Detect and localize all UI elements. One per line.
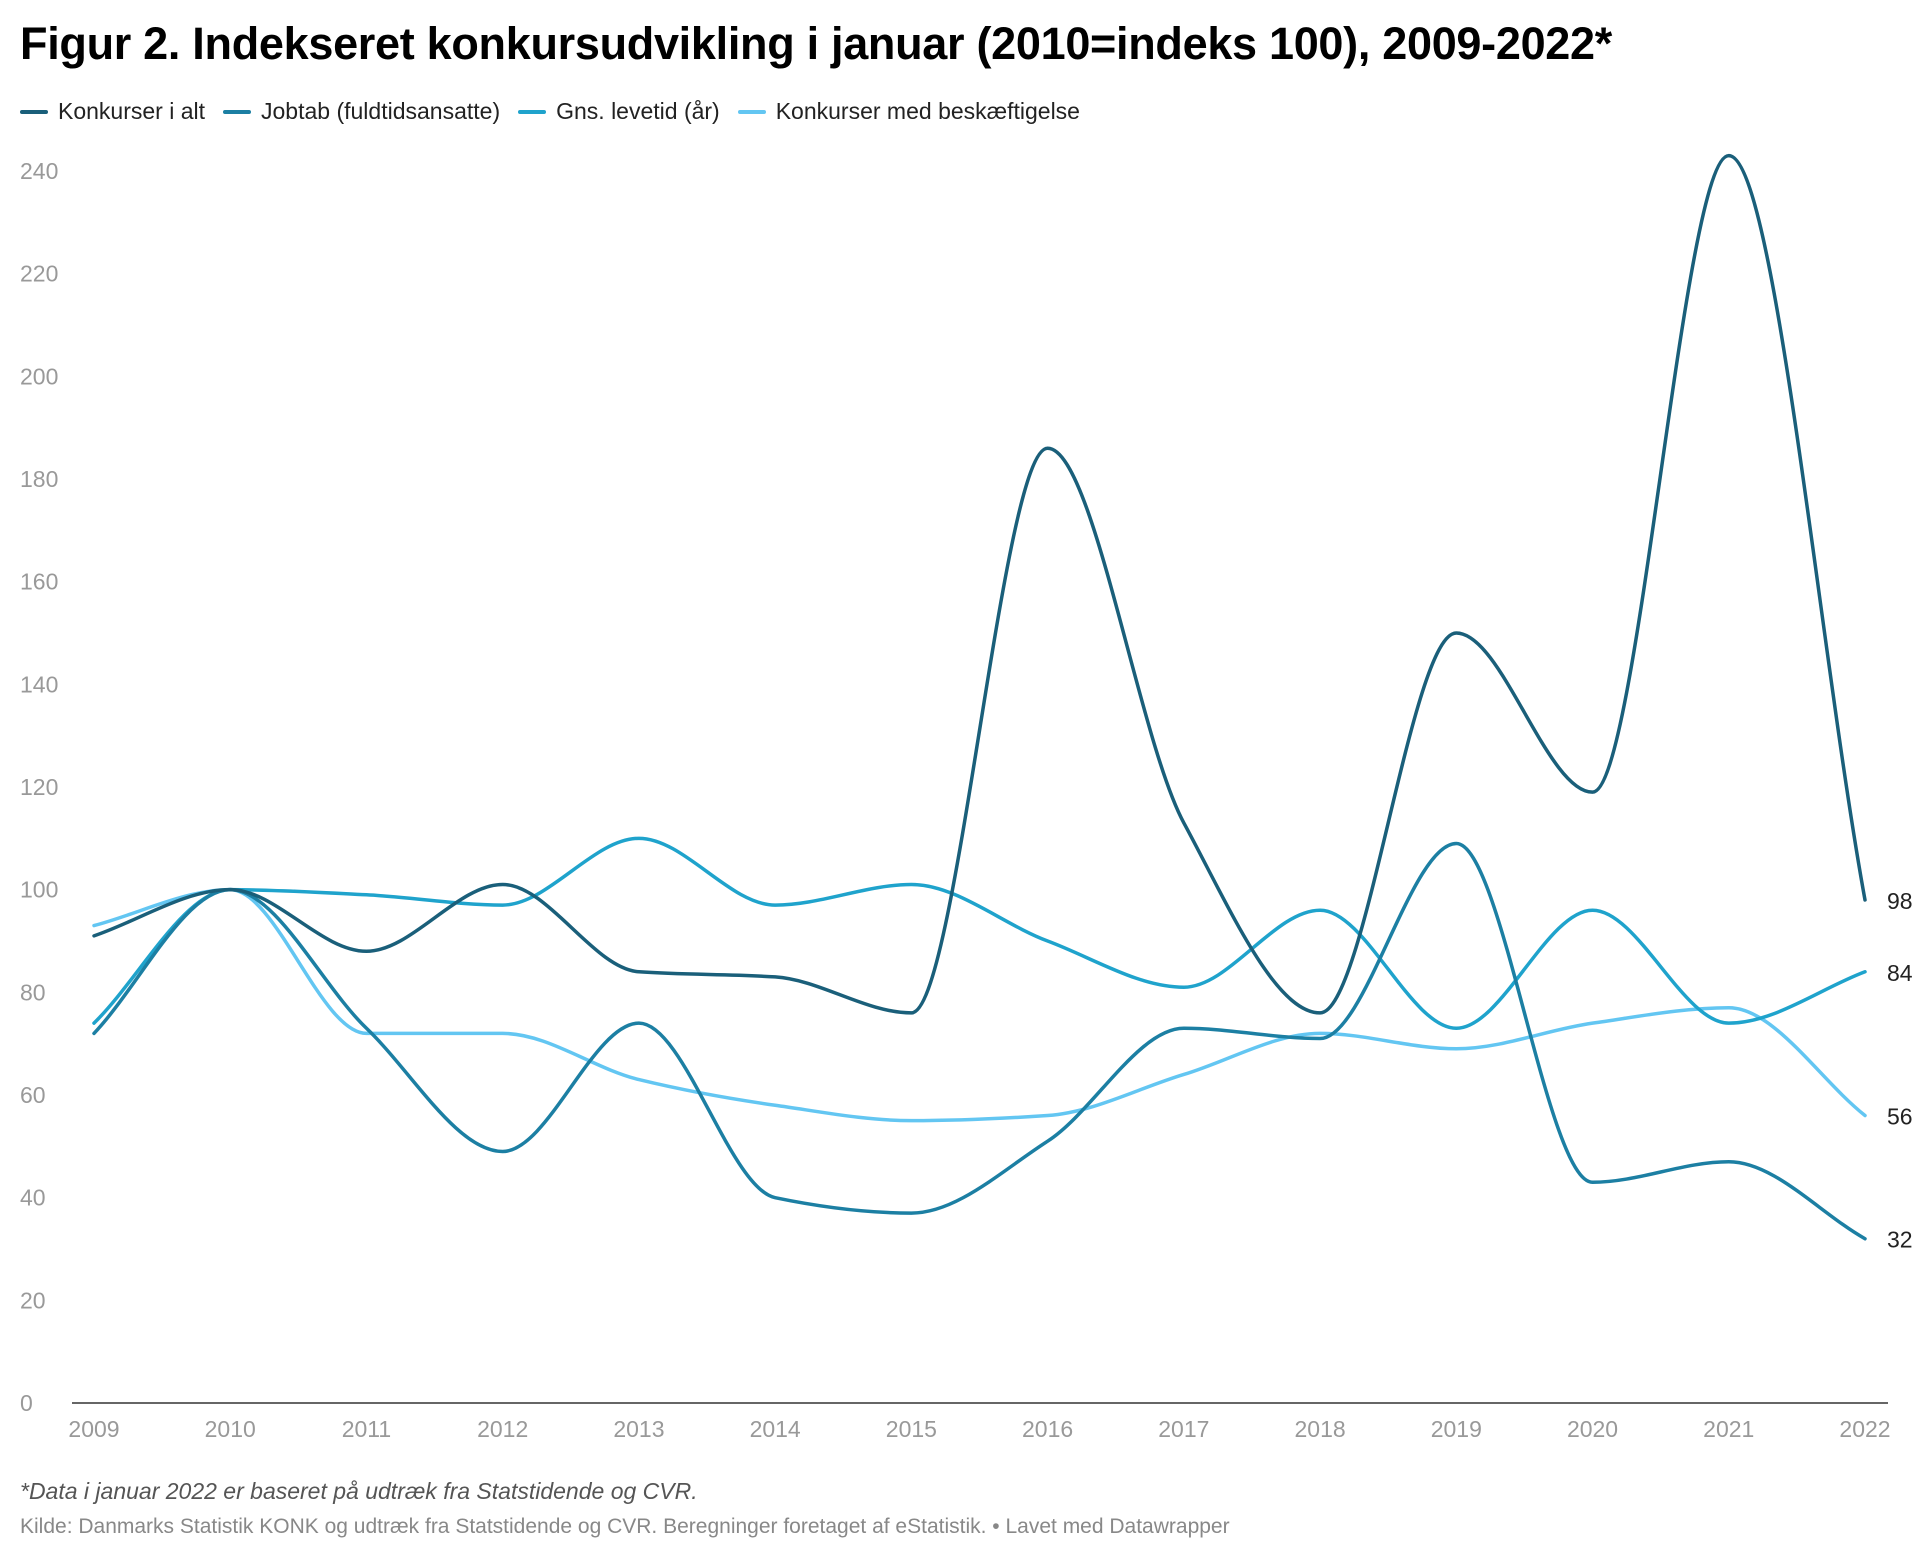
end-value-label: 32: [1887, 1227, 1913, 1253]
series-line: [92, 836, 1867, 1031]
series-line: [92, 887, 1867, 1123]
x-tick-label: 2021: [1703, 1416, 1754, 1442]
y-tick-label: 180: [20, 466, 58, 492]
y-tick-label: 220: [20, 261, 58, 287]
legend-label: Konkurser med beskæftigelse: [775, 98, 1080, 124]
legend-label: Konkurser i alt: [58, 98, 206, 124]
end-value-label: 84: [1887, 960, 1913, 986]
legend-swatch: [518, 109, 547, 114]
y-tick-label: 100: [20, 877, 58, 903]
series-line: [92, 153, 1867, 1015]
x-tick-label: 2019: [1431, 1416, 1482, 1442]
legend-item: Konkurser med beskæftigelse: [737, 98, 1080, 125]
legend: Konkurser i alt Jobtab (fuldtidsansatte) G…: [20, 98, 1098, 125]
y-tick-label: 140: [20, 671, 58, 697]
y-tick-label: 160: [20, 569, 58, 595]
legend-item: Gns. levetid (år): [518, 98, 720, 125]
source-note: Kilde: Danmarks Statistik KONK og udtræk…: [20, 1515, 1230, 1538]
legend-label: Gns. levetid (år): [556, 98, 720, 124]
y-tick-label: 60: [20, 1082, 46, 1108]
line-chart: 0 20 40 60 80 100 120 140 160 180 200 220 240 2009 201…: [20, 153, 1913, 1442]
x-tick-label: 2018: [1294, 1416, 1345, 1442]
y-tick-label: 0: [20, 1390, 33, 1416]
end-value-label: 56: [1887, 1104, 1913, 1130]
y-tick-label: 200: [20, 363, 58, 389]
legend-item: Konkurser i alt: [20, 98, 205, 125]
x-tick-label: 2016: [1022, 1416, 1073, 1442]
x-tick-label: 2022: [1839, 1416, 1890, 1442]
legend-swatch: [223, 109, 252, 114]
x-tick-label: 2010: [205, 1416, 256, 1442]
legend-swatch: [737, 109, 766, 114]
y-tick-label: 20: [20, 1287, 46, 1313]
end-value-label: 98: [1887, 888, 1913, 914]
x-tick-label: 2011: [342, 1416, 391, 1442]
x-tick-label: 2017: [1158, 1416, 1209, 1442]
y-tick-label: 40: [20, 1185, 46, 1211]
y-tick-label: 120: [20, 774, 58, 800]
x-tick-label: 2014: [750, 1416, 801, 1442]
series-line: [92, 841, 1867, 1241]
chart-title: Figur 2. Indekseret konkursudvikling i j…: [20, 18, 1612, 69]
legend-label: Jobtab (fuldtidsansatte): [261, 98, 501, 124]
x-tick-label: 2013: [613, 1416, 664, 1442]
legend-item: Jobtab (fuldtidsansatte): [223, 98, 500, 125]
x-tick-label: 2012: [477, 1416, 528, 1442]
x-tick-label: 2015: [886, 1416, 937, 1442]
y-tick-label: 240: [20, 158, 58, 184]
footnote: *Data i januar 2022 er baseret på udtræk…: [20, 1478, 698, 1504]
x-tick-label: 2020: [1567, 1416, 1618, 1442]
x-tick-label: 2009: [68, 1416, 119, 1442]
y-tick-label: 80: [20, 979, 46, 1005]
legend-swatch: [20, 109, 48, 114]
